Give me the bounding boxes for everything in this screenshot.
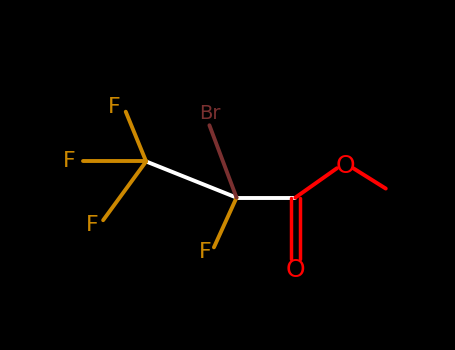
Text: F: F [198,242,211,262]
Text: O: O [335,154,355,178]
Text: F: F [86,215,98,235]
Text: F: F [108,97,121,117]
Text: F: F [63,152,76,172]
Text: O: O [286,258,305,282]
Text: Br: Br [199,104,220,124]
